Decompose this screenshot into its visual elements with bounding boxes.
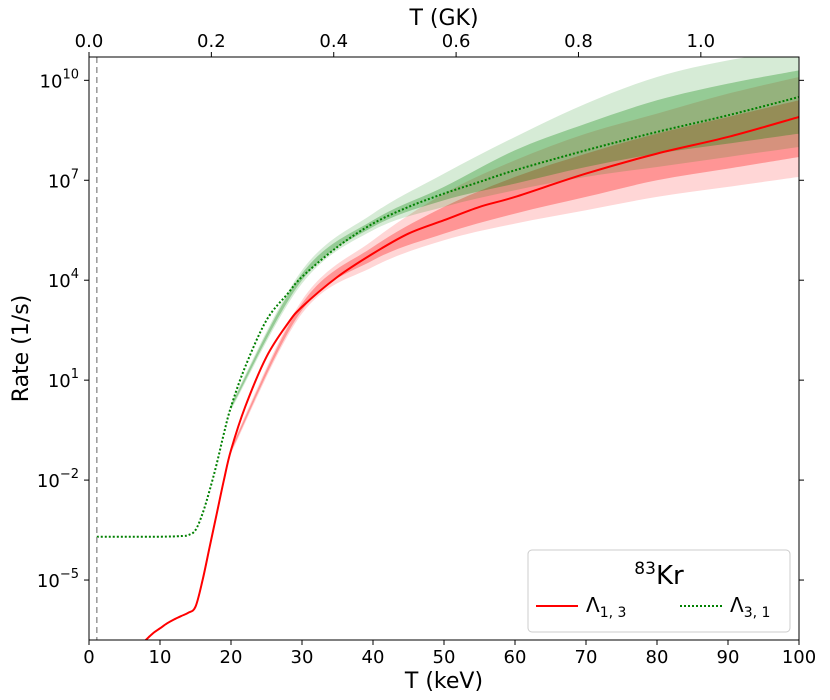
lambda-13-outer-band: [231, 76, 799, 454]
lambda-13-inner-band: [231, 100, 799, 452]
series-lines: [96, 57, 799, 640]
y-tick-label: 10−5: [37, 567, 79, 592]
y-tick-label: 104: [48, 267, 79, 292]
x-axis-title: T (keV): [404, 669, 483, 694]
x2-tick-label: 0.6: [442, 31, 471, 52]
x-tick-label: 40: [362, 647, 385, 668]
x-tick-label: 30: [291, 647, 314, 668]
legend: 83Kr Λ1, 3 Λ3, 1: [527, 549, 791, 633]
lambda-31-outer-band: [231, 57, 799, 411]
x2-tick-label: 0.8: [564, 31, 593, 52]
legend-box: [527, 549, 791, 633]
y-axis-title: Rate (1/s): [9, 295, 34, 402]
x-tick-label: 100: [782, 647, 816, 668]
x-tick-label: 10: [149, 647, 172, 668]
x2-tick-label: 1.0: [687, 31, 716, 52]
x2-tick-label: 0.0: [75, 31, 104, 52]
x-tick-label: 90: [717, 647, 740, 668]
x-tick-label: 80: [646, 647, 669, 668]
x-tick-label: 70: [575, 647, 598, 668]
axes: 0 10 20 30 40 50 60 70 80 90 100 1010 107 104 101 10−2 1…: [9, 6, 816, 694]
lambda-31-inner-band: [231, 70, 799, 409]
legend-label-lambda-31: Λ3, 1: [730, 593, 770, 621]
legend-label-lambda-13: Λ1, 3: [586, 593, 626, 621]
legend-title: 83Kr: [634, 559, 684, 591]
x2-tick-label: 0.4: [319, 31, 348, 52]
x-tick-label: 0: [83, 647, 94, 668]
x-tick-label: 50: [433, 647, 456, 668]
x2-tick-label: 0.2: [197, 31, 226, 52]
x-tick-label: 20: [220, 647, 243, 668]
x2-axis-title: T (GK): [408, 6, 478, 31]
y-tick-label: 1010: [40, 67, 79, 92]
y-tick-label: 107: [48, 167, 79, 192]
y-tick-label: 101: [48, 367, 79, 392]
y-tick-label: 10−2: [37, 467, 79, 492]
lambda-13-line: [144, 116, 799, 640]
uncertainty-bands: [231, 57, 799, 454]
x-tick-label: 60: [504, 647, 527, 668]
lambda-31-line: [96, 96, 799, 538]
